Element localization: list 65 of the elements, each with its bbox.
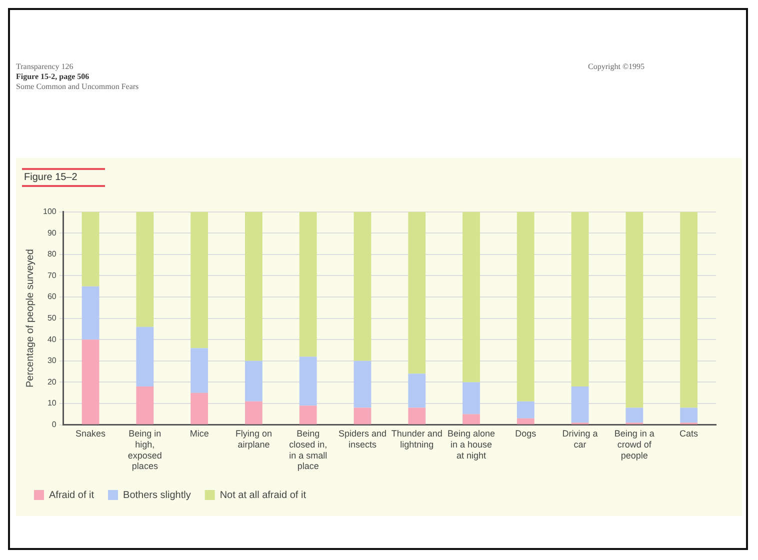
bar: [245, 360, 262, 402]
y-tick-label: 40: [47, 334, 57, 344]
bar: [354, 408, 372, 424]
y-tick-label: 70: [47, 270, 57, 280]
bar: [190, 348, 208, 393]
bar: [408, 408, 426, 424]
bar: [571, 386, 589, 423]
x-tick-label: Thunder and lightning: [391, 428, 442, 450]
x-tick-label: Being alone in a house at night: [447, 428, 496, 460]
bar: [299, 356, 317, 406]
y-tick-label: 20: [47, 377, 57, 386]
bar: [82, 212, 100, 286]
y-tick-label: 0: [52, 420, 57, 430]
bar: [626, 408, 644, 423]
legend-label: Not at all afraid of it: [220, 490, 306, 501]
y-tick-label: 60: [47, 292, 57, 302]
text: Copyright ©1995: [588, 62, 645, 72]
bar: [408, 374, 426, 408]
y-tick-label: 10: [47, 398, 57, 408]
bar: [354, 360, 372, 408]
bar: [190, 392, 208, 424]
y-tick-label: 30: [47, 356, 57, 366]
bar: [626, 212, 644, 408]
bar: [245, 401, 262, 424]
bar: [516, 418, 534, 424]
bar: [299, 212, 317, 357]
x-tick-label: Flying on airplane: [235, 428, 272, 450]
x-tick-label: Mice: [190, 428, 209, 439]
bar: [245, 212, 262, 361]
bar: [136, 386, 154, 424]
bar: [462, 212, 480, 382]
bar: [462, 382, 480, 414]
text: Some Common and Uncommon Fears: [16, 82, 139, 92]
bar: [299, 406, 317, 424]
bar: [408, 212, 426, 374]
x-tick-label: Cats: [680, 428, 699, 439]
bar: [136, 212, 154, 327]
x-tick-label: Spiders and insects: [338, 428, 387, 450]
x-tick-label: Being in high, exposed places: [128, 428, 162, 472]
chart-title: Figure 15–2: [22, 168, 106, 187]
bar: [136, 326, 154, 386]
bar: [571, 212, 589, 386]
caption: Figure 15-2, page 506: [16, 72, 90, 82]
y-tick-label: 100: [42, 207, 57, 216]
bar: [680, 408, 698, 423]
x-tick-label: Being closed in, in a small place: [289, 428, 328, 472]
bar: [82, 286, 100, 340]
y-tick-label: 80: [47, 250, 57, 259]
x-tick-label: Driving a car: [562, 428, 598, 450]
y-tick-label: 50: [47, 314, 57, 323]
bar: [680, 212, 698, 408]
y-tick-label: 90: [47, 228, 57, 238]
bar: [82, 340, 100, 424]
text: Transparency 126: [16, 62, 74, 72]
bar: [516, 401, 534, 418]
x-tick-label: Being in a crowd of people: [614, 428, 654, 460]
bar: [190, 212, 208, 348]
bar: [462, 414, 480, 424]
x-tick-label: Dogs: [515, 428, 537, 439]
legend-label: Afraid of it: [49, 490, 94, 501]
bar: [516, 212, 534, 402]
y-axis-title: Percentage of people surveyed: [24, 249, 36, 388]
x-tick-label: Snakes: [76, 428, 106, 439]
legend-label: Bothers slightly: [123, 490, 191, 501]
bar: [354, 212, 372, 361]
